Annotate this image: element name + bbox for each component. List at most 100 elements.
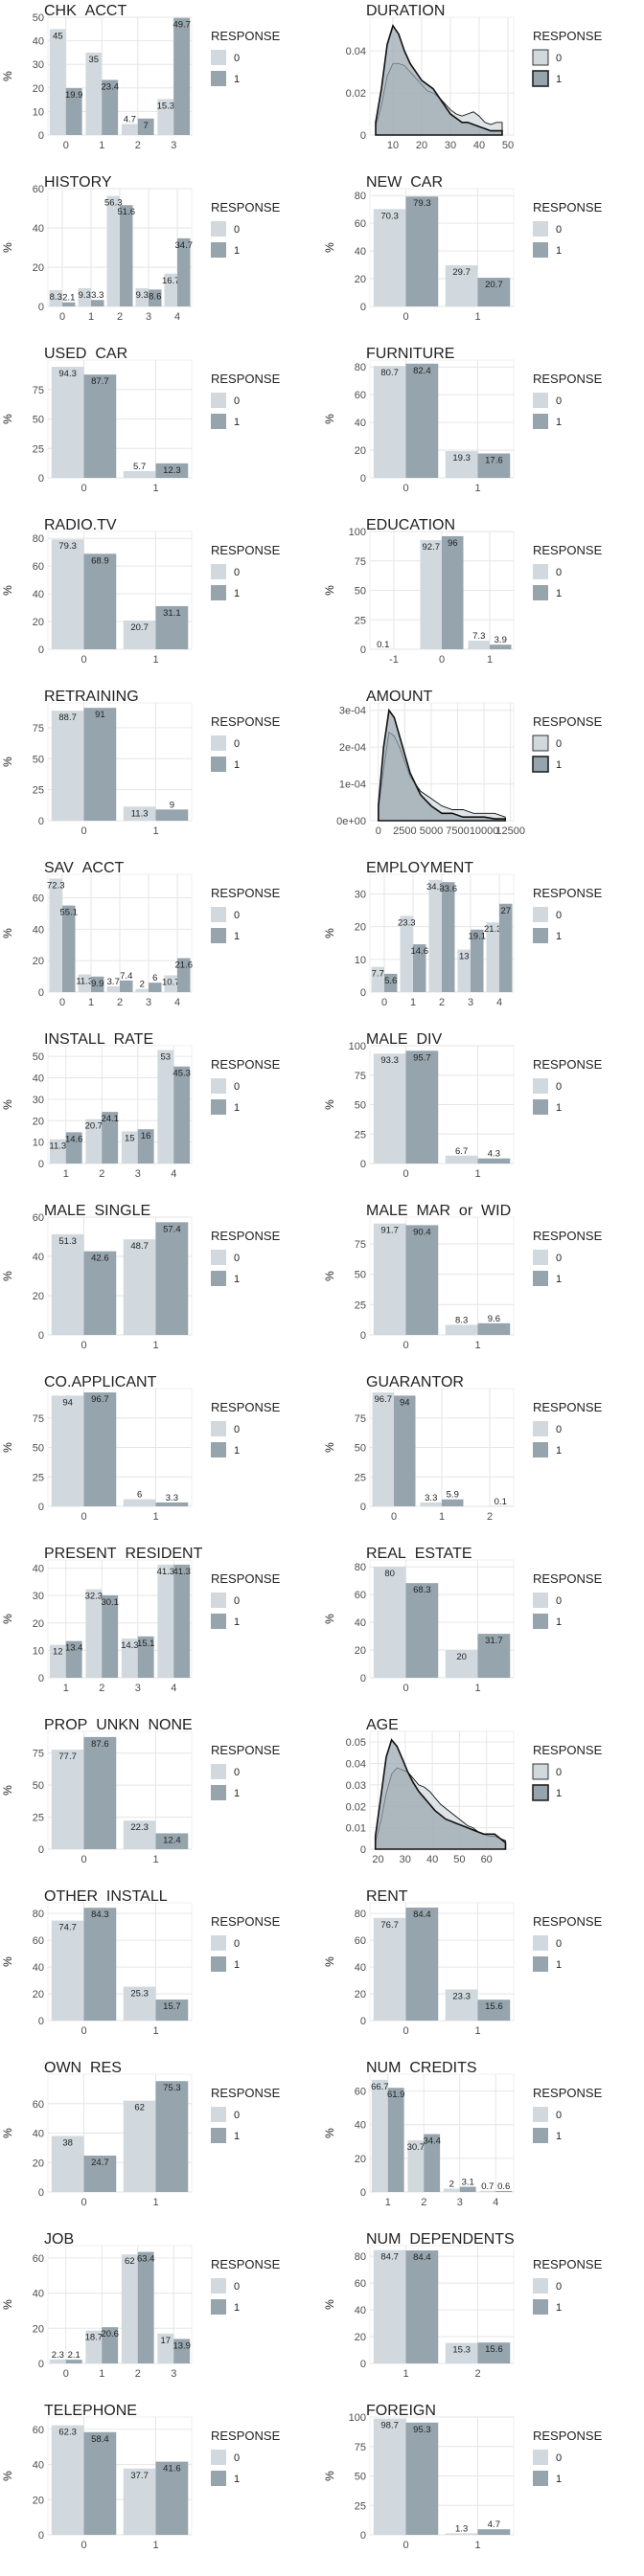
legend-label: 0 <box>556 567 562 578</box>
y-tick-label: 30 <box>33 59 44 71</box>
legend-key-1 <box>533 928 548 943</box>
bar-job-2-r1 <box>138 2252 154 2363</box>
bar-present-resident-2-r0 <box>85 1590 102 1678</box>
x-tick-label: 1 <box>410 997 416 1008</box>
bar-value-label: 68.3 <box>413 1585 431 1595</box>
y-tick-label: 0 <box>360 987 366 999</box>
legend-label: 0 <box>556 2281 562 2293</box>
y-tick-label: 80 <box>355 1909 366 1920</box>
legend-key-0 <box>211 1935 226 1951</box>
x-tick-label: 3 <box>146 997 151 1008</box>
legend-label: 1 <box>234 2474 240 2485</box>
chart-title: PRESENT_RESIDENT <box>44 1546 203 1562</box>
bar-value-label: 63.4 <box>137 2254 155 2265</box>
bar-value-label: 61.9 <box>387 2090 405 2100</box>
legend-label: 1 <box>556 245 562 257</box>
bar-value-label: 80 <box>384 1569 395 1579</box>
x-tick-label: -1 <box>389 654 399 666</box>
y-tick-label: 0 <box>38 130 44 142</box>
x-tick-label: 1 <box>152 2197 158 2208</box>
x-tick-label: 0 <box>402 1683 408 1694</box>
bar-own-res-1-r1 <box>156 2081 189 2192</box>
bar-value-label: 18.7 <box>85 2333 104 2343</box>
x-tick-label: 3 <box>171 2368 176 2380</box>
x-tick-label: 1 <box>152 2540 158 2551</box>
bar-value-label: 49.7 <box>172 20 191 31</box>
y-tick-label: 80 <box>355 2251 366 2263</box>
x-tick-label: 2500 <box>393 825 416 837</box>
legend-key-0 <box>211 221 226 237</box>
legend-key-0 <box>533 2450 548 2465</box>
bar-prop-unkn-none-0-r0 <box>52 1750 84 1849</box>
y-axis-label: % <box>323 1271 336 1281</box>
y-tick-label: 60 <box>33 1212 44 1224</box>
legend-label: 0 <box>234 53 240 64</box>
y-tick-label: 80 <box>33 1909 44 1920</box>
legend-label: 0 <box>234 567 240 578</box>
bar-value-label: 14.6 <box>411 946 429 957</box>
bar-value-label: 20.7 <box>85 1121 104 1132</box>
bar-value-label: 79.3 <box>58 541 77 552</box>
bar-present-resident-4-r1 <box>173 1565 190 1678</box>
legend-title: RESPONSE <box>211 886 281 900</box>
bar-real-estate-0-r1 <box>406 1583 439 1678</box>
legend-key-0 <box>533 221 548 237</box>
x-tick-label: 0 <box>80 1511 86 1523</box>
y-tick-label: 0.04 <box>346 46 366 57</box>
y-tick-label: 25 <box>355 2500 366 2512</box>
y-axis-label: % <box>323 585 336 596</box>
y-tick-label: 20 <box>33 2323 44 2335</box>
y-tick-label: 25 <box>33 1472 44 1483</box>
x-tick-label: 0 <box>402 483 408 494</box>
x-tick-label: 1 <box>474 483 480 494</box>
x-tick-label: 1 <box>474 1340 480 1351</box>
y-tick-label: 25 <box>355 615 366 626</box>
x-tick-label: 20 <box>416 140 427 151</box>
bar-num-dependents-1-r0 <box>374 2250 406 2363</box>
bar-value-label: 0.1 <box>494 1497 507 1507</box>
y-tick-label: 60 <box>33 2425 44 2436</box>
bar-foreign-0-r0 <box>374 2419 406 2535</box>
x-tick-label: 0 <box>402 1168 408 1180</box>
bar-value-label: 9 <box>170 800 174 810</box>
x-tick-label: 20 <box>372 1854 383 1865</box>
legend-label: 0 <box>234 1938 240 1950</box>
y-tick-label: 80 <box>33 533 44 545</box>
chart-title: OWN_RES <box>44 2060 122 2076</box>
legend-key-0 <box>533 735 548 751</box>
legend-label: 1 <box>234 1959 240 1971</box>
x-tick-label: 0 <box>59 311 65 323</box>
legend-key-0 <box>533 1935 548 1951</box>
y-tick-label: 0 <box>360 473 366 485</box>
bar-value-label: 98.7 <box>380 2421 399 2431</box>
legend-title: RESPONSE <box>211 714 281 729</box>
bar-value-label: 23.4 <box>101 81 119 92</box>
bar-male-mar-or-wid-1-r1 <box>478 1323 511 1335</box>
bar-foreign-0-r1 <box>406 2423 439 2535</box>
legend-label: 0 <box>556 2110 562 2121</box>
y-tick-label: 100 <box>349 1041 366 1052</box>
legend-key-0 <box>211 2107 226 2122</box>
y-tick-label: 40 <box>355 246 366 258</box>
legend-key-1 <box>211 71 226 86</box>
y-tick-label: 80 <box>355 362 366 373</box>
legend-label: 0 <box>234 2110 240 2121</box>
chart-title: HISTORY <box>44 174 112 191</box>
legend-key-1 <box>533 585 548 600</box>
legend-key-0 <box>211 735 226 751</box>
y-tick-label: 75 <box>355 1071 366 1082</box>
bar-value-label: 72.3 <box>47 880 65 891</box>
legend-key-0 <box>211 2450 226 2465</box>
x-tick-label: 0 <box>80 1854 86 1865</box>
